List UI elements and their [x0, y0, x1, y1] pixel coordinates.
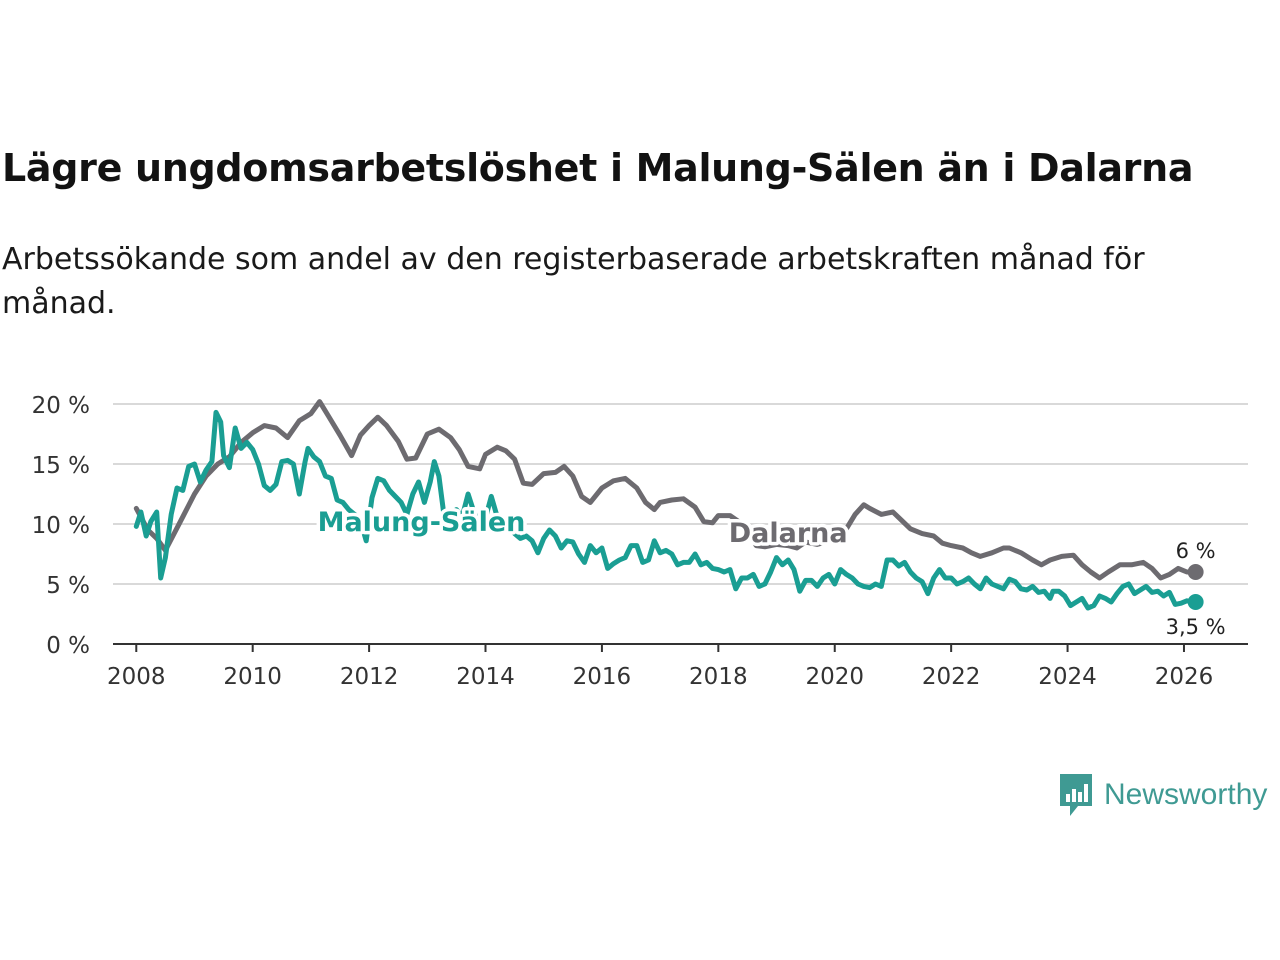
brand-name: Newsworthy [1104, 778, 1268, 811]
chart-title: Lägre ungdomsarbetslöshet i Malung-Sälen… [2, 146, 1194, 190]
series-lines [133, 399, 1204, 611]
line-chart: 0 % 5 % 10 % 15 % 20 % 2008 2010 2012 2014 2016 20… [32, 393, 1248, 690]
chart-subtitle: Arbetssökande som andel av den registerb… [2, 242, 1145, 321]
x-tick-label: 2008 [107, 664, 166, 690]
brand-logo: Newsworthy [1058, 772, 1267, 818]
y-tick-label: 5 % [46, 573, 90, 599]
series-end-label: 6 % [1176, 539, 1216, 563]
x-tick-label: 2024 [1038, 664, 1097, 690]
series-label: Malung-Sälen [318, 507, 526, 538]
y-tick-label: 20 % [32, 393, 90, 419]
axes: 0 % 5 % 10 % 15 % 20 % 2008 2010 2012 2014 2016 20… [32, 393, 1248, 690]
annotations: 6 % 3,5 % Malung-Sälen Dalarna [314, 504, 1226, 639]
x-tick-label: 2022 [922, 664, 981, 690]
series-label: Dalarna [729, 518, 848, 549]
x-tick-label: 2010 [223, 664, 282, 690]
x-tick-label: 2018 [689, 664, 748, 690]
newsworthy-logo-icon [1060, 774, 1092, 816]
x-tick-label: 2026 [1155, 664, 1214, 690]
series-line-dalarna [133, 399, 1199, 581]
x-tick-label: 2012 [340, 664, 399, 690]
series-end-marker [1187, 594, 1204, 610]
x-tick-label: 2020 [805, 664, 864, 690]
series-end-marker [1187, 564, 1204, 580]
y-tick-label: 10 % [32, 513, 90, 539]
series-line-malung-s-len [133, 409, 1199, 611]
x-tick-label: 2016 [573, 664, 632, 690]
series-end-label: 3,5 % [1166, 615, 1226, 639]
y-tick-label: 0 % [46, 633, 90, 659]
y-tick-label: 15 % [32, 453, 90, 479]
x-tick-label: 2014 [456, 664, 515, 690]
